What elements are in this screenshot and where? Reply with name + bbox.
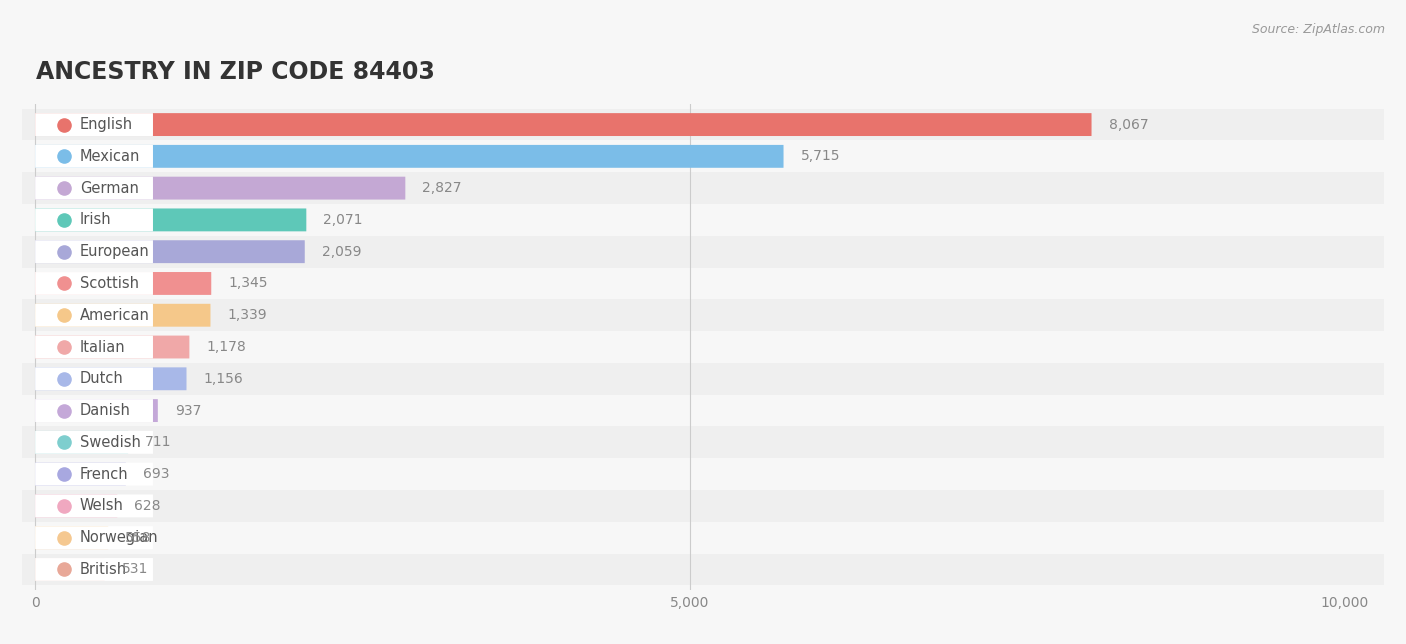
Point (52, 501, 75, 511)
Point (52, 278, 75, 289)
Text: European: European (80, 244, 149, 259)
Bar (8, 172, 1384, 204)
FancyBboxPatch shape (35, 462, 153, 486)
Point (52, 183, 75, 193)
FancyBboxPatch shape (35, 399, 153, 422)
FancyBboxPatch shape (35, 113, 153, 136)
Point (52, 437, 75, 448)
Text: 937: 937 (174, 404, 201, 417)
Text: Danish: Danish (80, 403, 131, 418)
Text: Scottish: Scottish (80, 276, 139, 291)
Bar (8, 299, 1384, 331)
Bar (8, 204, 1384, 236)
Bar (8, 522, 1384, 554)
FancyBboxPatch shape (35, 176, 153, 200)
FancyBboxPatch shape (35, 240, 153, 263)
FancyBboxPatch shape (35, 367, 153, 390)
Text: Dutch: Dutch (80, 372, 124, 386)
Point (52, 374, 75, 384)
Text: 2,059: 2,059 (322, 245, 361, 259)
FancyBboxPatch shape (35, 558, 104, 581)
Text: 2,071: 2,071 (323, 213, 363, 227)
Text: Norwegian: Norwegian (80, 530, 159, 545)
FancyBboxPatch shape (35, 558, 153, 581)
Text: 531: 531 (122, 562, 148, 576)
Text: German: German (80, 180, 139, 196)
FancyBboxPatch shape (35, 495, 117, 517)
Point (52, 564, 75, 574)
Bar (8, 363, 1384, 395)
Text: Swedish: Swedish (80, 435, 141, 450)
Bar (8, 395, 1384, 426)
FancyBboxPatch shape (35, 304, 211, 327)
FancyBboxPatch shape (35, 209, 153, 231)
Point (52, 342, 75, 352)
Bar (8, 140, 1384, 172)
Text: Mexican: Mexican (80, 149, 141, 164)
Text: Welsh: Welsh (80, 498, 124, 513)
Text: 2,827: 2,827 (422, 181, 461, 195)
Text: British: British (80, 562, 127, 577)
FancyBboxPatch shape (35, 526, 153, 549)
Text: 1,156: 1,156 (204, 372, 243, 386)
Text: 558: 558 (125, 531, 152, 545)
FancyBboxPatch shape (35, 431, 153, 454)
FancyBboxPatch shape (35, 145, 153, 168)
Text: American: American (80, 308, 149, 323)
FancyBboxPatch shape (35, 113, 1091, 136)
Bar (8, 426, 1384, 459)
Text: Source: ZipAtlas.com: Source: ZipAtlas.com (1251, 23, 1385, 35)
Text: 1,178: 1,178 (207, 340, 246, 354)
Bar (8, 109, 1384, 140)
Text: French: French (80, 467, 128, 482)
FancyBboxPatch shape (35, 336, 190, 359)
Bar (8, 490, 1384, 522)
Text: Irish: Irish (80, 213, 111, 227)
FancyBboxPatch shape (35, 462, 127, 486)
Point (52, 469, 75, 479)
Point (52, 119, 75, 129)
FancyBboxPatch shape (35, 240, 305, 263)
Text: Italian: Italian (80, 339, 125, 354)
FancyBboxPatch shape (35, 145, 783, 168)
FancyBboxPatch shape (35, 209, 307, 231)
FancyBboxPatch shape (35, 431, 128, 454)
Point (52, 151, 75, 162)
Point (52, 406, 75, 416)
Text: English: English (80, 117, 132, 132)
Text: 1,339: 1,339 (228, 308, 267, 322)
FancyBboxPatch shape (35, 176, 405, 200)
Bar (8, 331, 1384, 363)
Text: 693: 693 (143, 467, 169, 481)
FancyBboxPatch shape (35, 336, 153, 359)
FancyBboxPatch shape (35, 272, 211, 295)
FancyBboxPatch shape (35, 272, 153, 295)
Text: ANCESTRY IN ZIP CODE 84403: ANCESTRY IN ZIP CODE 84403 (35, 61, 434, 84)
Bar (8, 236, 1384, 267)
FancyBboxPatch shape (35, 304, 153, 327)
FancyBboxPatch shape (35, 399, 157, 422)
Text: 628: 628 (135, 499, 160, 513)
Text: 711: 711 (145, 435, 172, 450)
Point (52, 533, 75, 543)
FancyBboxPatch shape (35, 495, 153, 517)
Point (52, 310, 75, 321)
Text: 8,067: 8,067 (1108, 118, 1149, 131)
Point (52, 247, 75, 257)
FancyBboxPatch shape (35, 367, 187, 390)
Bar (8, 554, 1384, 585)
Bar (8, 459, 1384, 490)
FancyBboxPatch shape (35, 526, 108, 549)
Bar (8, 267, 1384, 299)
Text: 5,715: 5,715 (800, 149, 839, 164)
Text: 1,345: 1,345 (228, 276, 267, 290)
Point (52, 214, 75, 225)
